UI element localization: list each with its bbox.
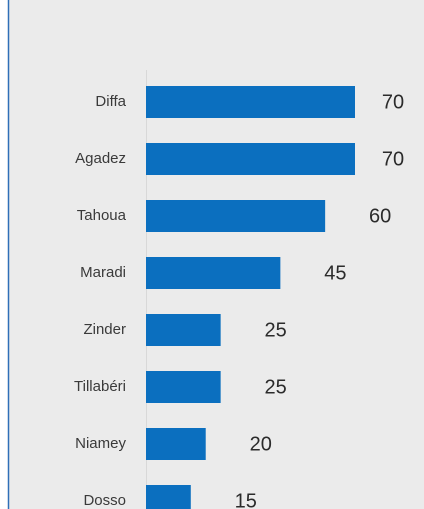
bar [146,314,221,346]
bar [146,428,206,460]
bar [146,200,326,232]
bar [146,86,355,118]
value-label: 60 [369,205,391,227]
category-label: Niamey [75,435,126,452]
value-label: 45 [324,262,346,284]
category-label: Diffa [95,93,126,110]
bar [146,257,281,289]
value-label: 25 [265,376,287,398]
category-label: Tahoua [77,207,127,224]
chart-background [9,0,424,509]
category-label: Zinder [83,321,126,338]
category-label: Tillabéri [74,378,126,395]
bar [146,371,221,403]
category-label: Dosso [83,492,126,509]
value-label: 25 [265,319,287,341]
value-label: 70 [382,148,404,170]
category-label: Maradi [80,264,126,281]
value-label: 20 [250,433,272,455]
category-label: Agadez [75,150,126,167]
bar [146,143,355,175]
value-label: 70 [382,91,404,113]
bar [146,485,191,509]
value-label: 15 [235,490,257,509]
